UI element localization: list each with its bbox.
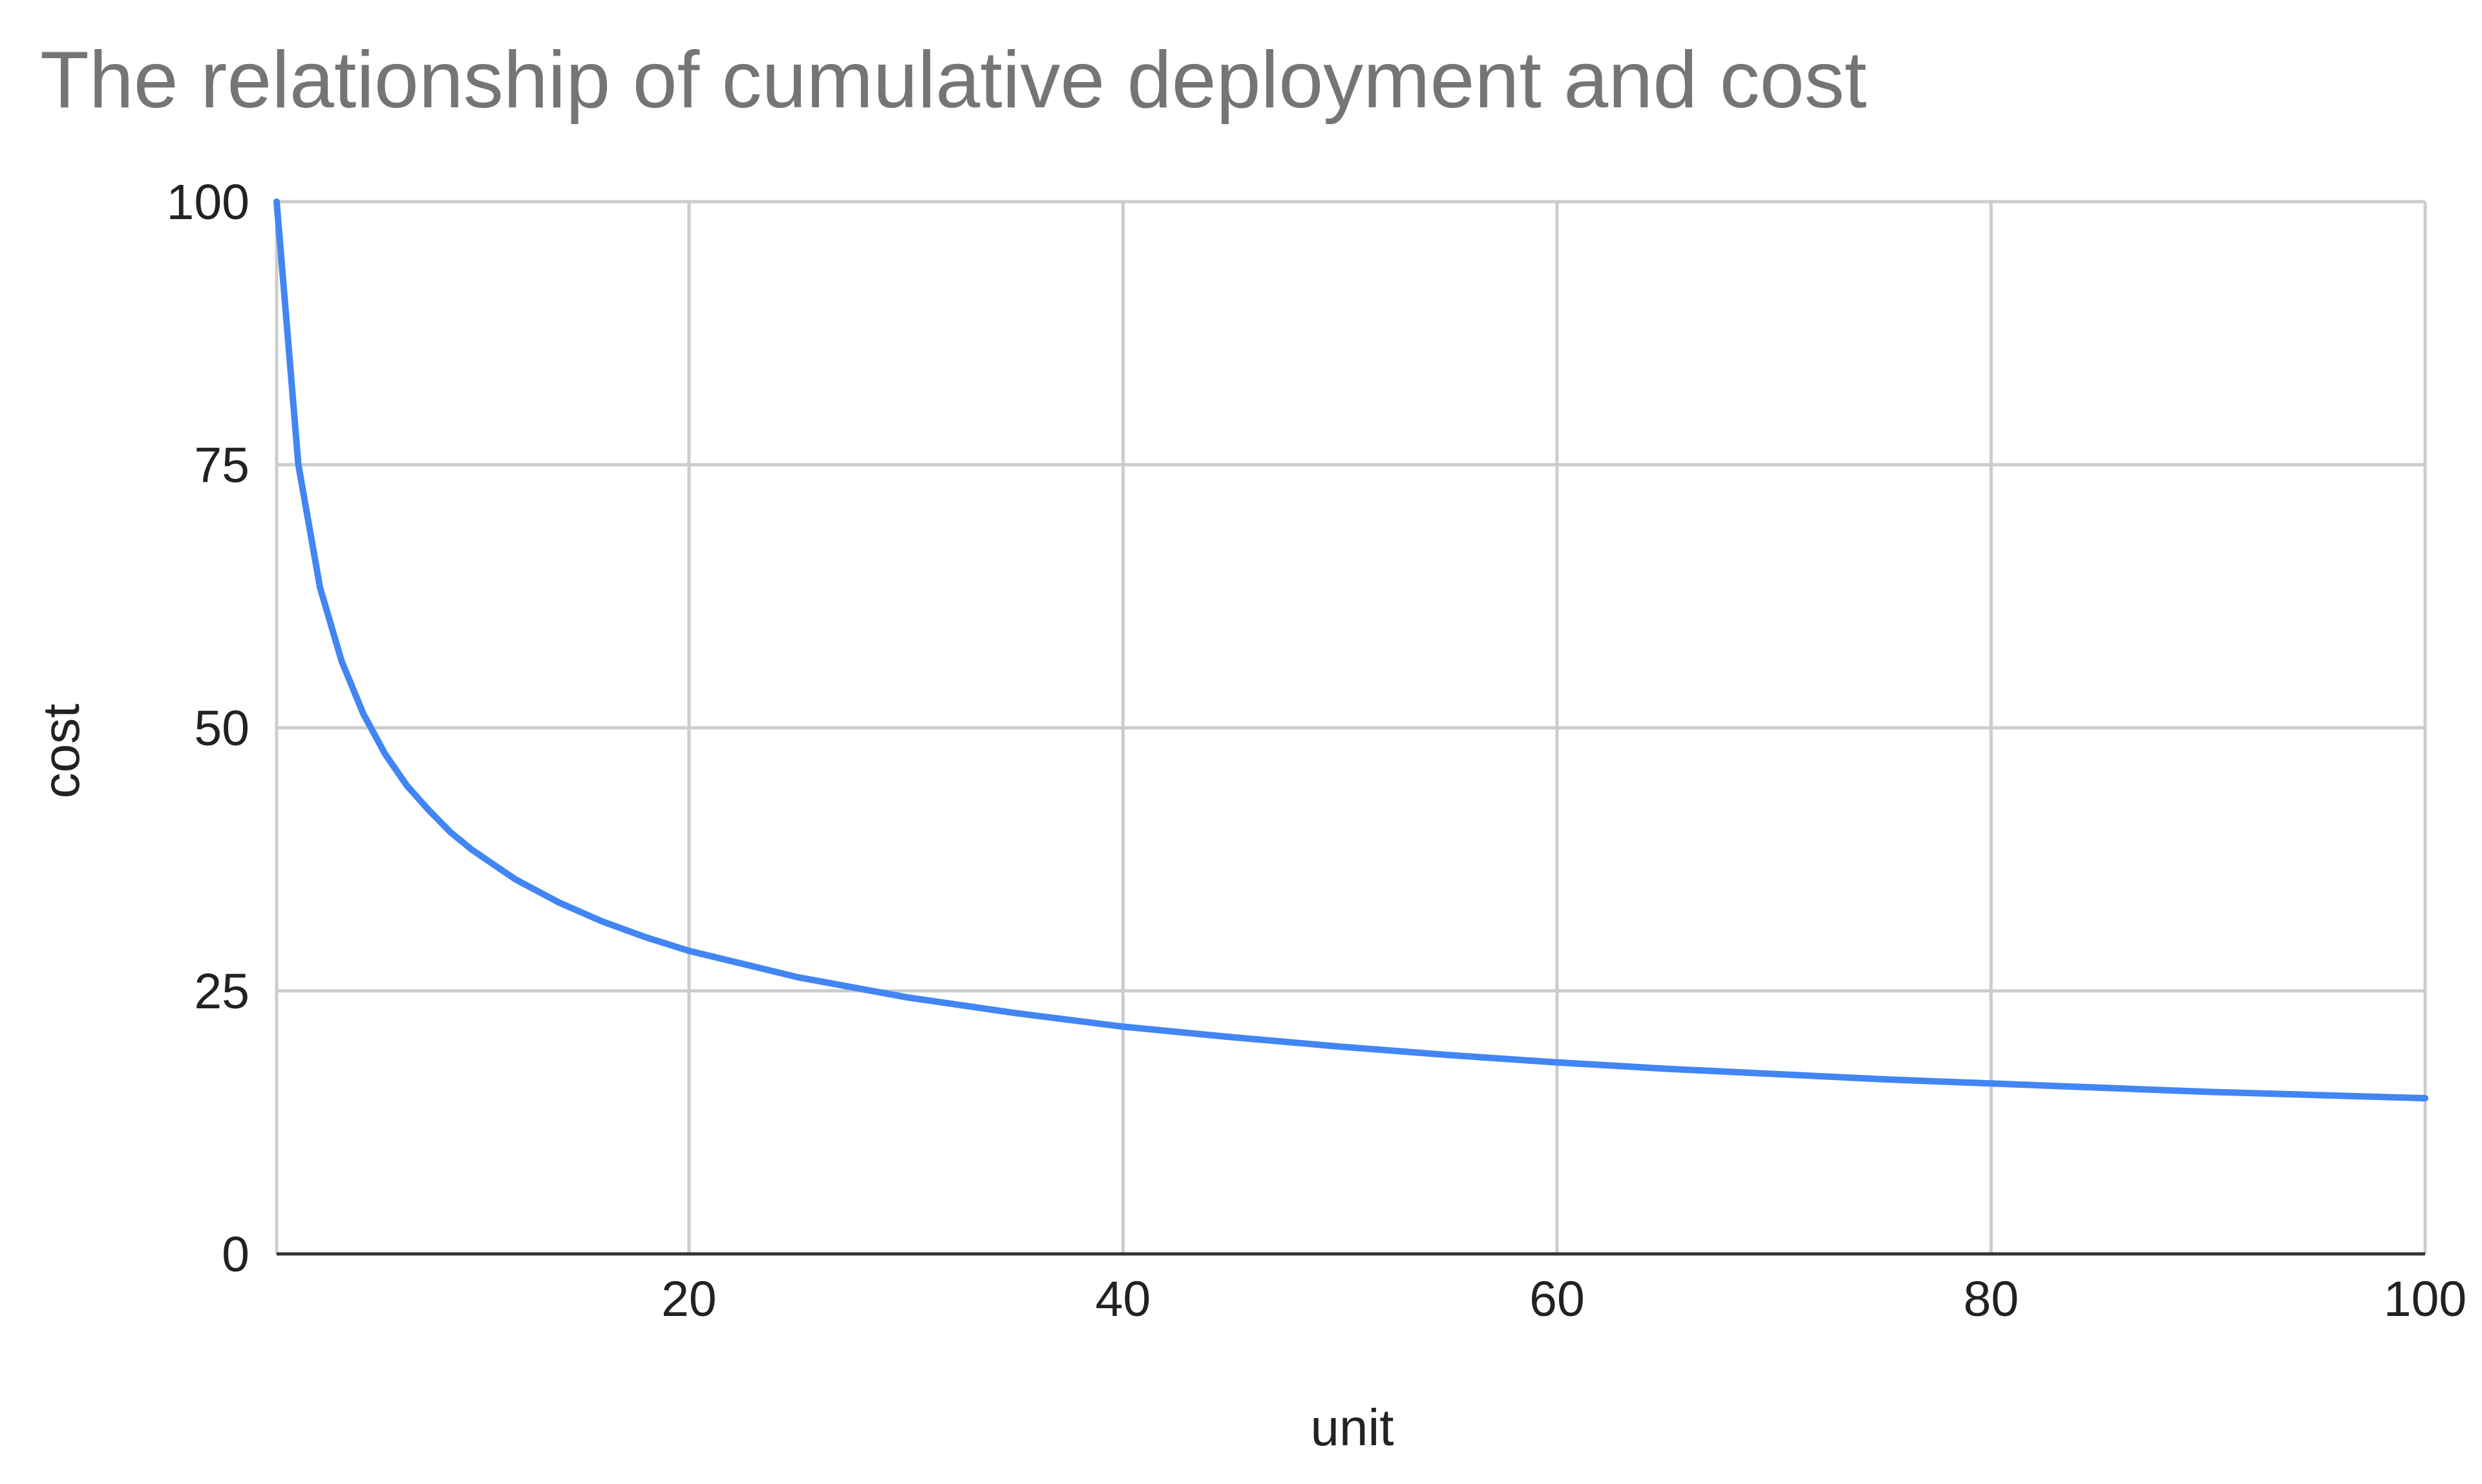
series-line	[273, 198, 2428, 1102]
x-axis-title: unit	[1311, 1399, 1394, 1456]
y-axis-ticks: 0 25 50 75 100	[167, 175, 249, 1282]
y-axis-title: cost	[32, 704, 90, 799]
y-tick-label: 25	[194, 964, 249, 1019]
y-tick-label: 0	[222, 1227, 249, 1282]
x-axis-ticks: 20 40 60 80 100	[661, 1271, 2466, 1327]
series-layer	[273, 198, 2428, 1102]
x-tick-label: 60	[1529, 1271, 1585, 1327]
x-tick-label: 100	[2384, 1271, 2466, 1327]
x-tick-label: 40	[1096, 1271, 1151, 1327]
chart-title: The relationship of cumulative deploymen…	[40, 36, 1867, 125]
y-tick-label: 100	[167, 175, 249, 230]
x-tick-label: 80	[1964, 1271, 2019, 1327]
grid-lines	[275, 200, 2427, 1256]
y-tick-label: 50	[194, 701, 249, 756]
x-tick-label: 20	[661, 1271, 717, 1327]
y-tick-label: 75	[194, 438, 249, 493]
